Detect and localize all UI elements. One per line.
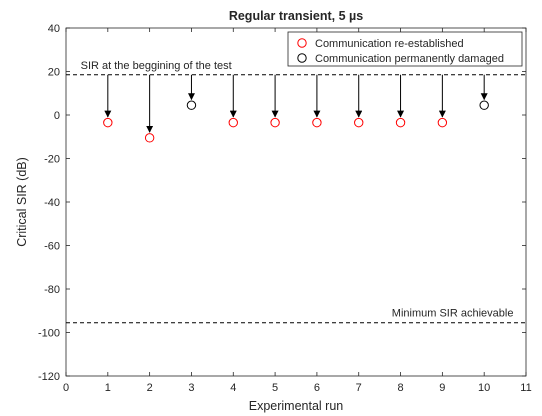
legend: Communication re-established Communicati… — [287, 31, 523, 67]
legend-label-re-established: Communication re-established — [315, 38, 464, 50]
y-tick-label: 40 — [48, 23, 60, 35]
point-re-established — [354, 117, 364, 128]
y-tick-label: 0 — [54, 110, 60, 122]
x-tick-label: 10 — [478, 382, 490, 394]
point-permanently-damaged — [186, 100, 197, 110]
y-tick-label: -40 — [44, 197, 60, 209]
y-tick-label: -120 — [38, 371, 60, 383]
y-axis-label: Critical SIR (dB) — [15, 157, 29, 247]
x-tick-label: 11 — [520, 382, 531, 394]
plot-area — [65, 27, 527, 377]
x-tick-label: 1 — [105, 382, 111, 394]
point-permanently-damaged — [479, 100, 489, 110]
x-tick-label: 8 — [397, 382, 403, 394]
reference-line-label: Minimum SIR achievable — [392, 308, 514, 320]
reference-lines: SIR at the beggining of the test Minimum … — [66, 60, 526, 324]
x-axis-label: Experimental run — [249, 399, 344, 413]
point-re-established — [228, 117, 238, 128]
x-axis-ticks: 0 1 2 3 4 5 6 7 8 9 10 11 — [63, 28, 532, 394]
x-tick-label: 4 — [230, 382, 236, 394]
y-tick-label: -80 — [44, 284, 60, 296]
data-points — [103, 100, 489, 143]
x-tick-label: 5 — [272, 382, 278, 394]
legend-marker-permanently-damaged — [297, 53, 307, 63]
x-tick-label: 3 — [188, 382, 194, 394]
point-re-established — [144, 133, 155, 143]
legend-marker-re-established — [297, 38, 307, 48]
point-re-established — [437, 117, 448, 128]
chart-title: Regular transient, 5 µs — [229, 9, 363, 23]
y-tick-label: -60 — [44, 241, 60, 253]
x-tick-label: 0 — [63, 382, 69, 394]
y-tick-label: 20 — [48, 67, 60, 79]
y-tick-label: -100 — [38, 328, 60, 340]
y-tick-label: -20 — [44, 154, 60, 166]
point-re-established — [270, 117, 280, 128]
point-re-established — [312, 117, 322, 128]
reference-line-label: SIR at the beggining of the test — [81, 60, 232, 72]
arrows — [104, 74, 488, 133]
legend-box — [287, 31, 523, 67]
x-tick-label: 9 — [439, 382, 445, 394]
x-tick-label: 2 — [147, 382, 153, 394]
x-tick-label: 6 — [314, 382, 320, 394]
y-axis-ticks: -120 -100 -80 -60 -40 -20 0 20 40 — [38, 23, 526, 383]
legend-label-permanently-damaged: Communication permanently damaged — [315, 53, 504, 65]
point-re-established — [395, 117, 406, 128]
point-re-established — [103, 117, 113, 128]
x-tick-label: 7 — [356, 382, 362, 394]
